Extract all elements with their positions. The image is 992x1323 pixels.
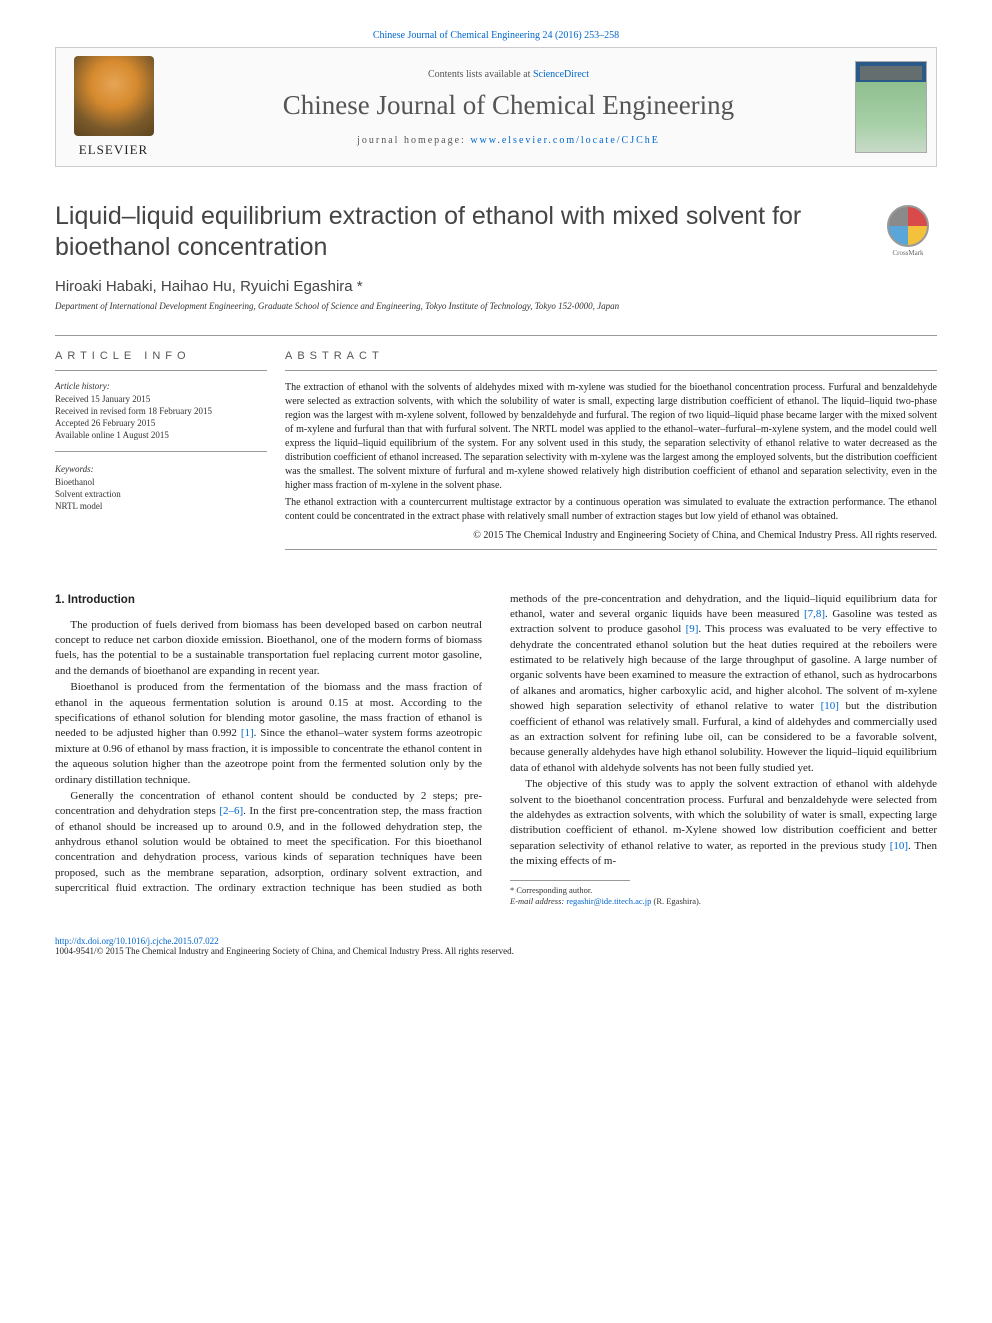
abstract-text: The extraction of ethanol with the solve…	[285, 381, 937, 524]
keyword-item: Solvent extraction	[55, 488, 267, 500]
publisher-logo: ELSEVIER	[56, 48, 171, 166]
top-citation: Chinese Journal of Chemical Engineering …	[55, 30, 937, 41]
corresponding-author-email-line: E-mail address: regashir@ide.titech.ac.j…	[510, 896, 937, 908]
citation-ref[interactable]: [10]	[821, 700, 839, 712]
abstract-heading: ABSTRACT	[285, 350, 937, 362]
citation-link[interactable]: Chinese Journal of Chemical Engineering …	[373, 30, 619, 41]
homepage-prefix: journal homepage:	[357, 135, 470, 146]
citation-ref[interactable]: [7,8]	[804, 608, 825, 620]
journal-name: Chinese Journal of Chemical Engineering	[283, 90, 734, 121]
contents-prefix: Contents lists available at	[428, 69, 533, 80]
body-para: Bioethanol is produced from the fermenta…	[55, 680, 482, 788]
article-body: 1. Introduction The production of fuels …	[55, 592, 937, 909]
abstract-para-2: The ethanol extraction with a countercur…	[285, 496, 937, 524]
journal-header: ELSEVIER Contents lists available at Sci…	[55, 47, 937, 167]
corresponding-author-label: * Corresponding author.	[510, 885, 937, 897]
body-text: The objective of this study was to apply…	[510, 778, 937, 852]
crossmark-widget[interactable]: CrossMark	[879, 205, 937, 257]
article-title: Liquid–liquid equilibrium extraction of …	[55, 201, 859, 264]
corresponding-author-email[interactable]: regashir@ide.titech.ac.jp	[566, 896, 651, 906]
issn-copyright-line: 1004-9541/© 2015 The Chemical Industry a…	[55, 946, 937, 956]
sciencedirect-link[interactable]: ScienceDirect	[533, 69, 589, 80]
author-affiliation: Department of International Development …	[55, 301, 937, 311]
crossmark-icon	[887, 205, 929, 247]
journal-homepage-line: journal homepage: www.elsevier.com/locat…	[357, 135, 660, 146]
citation-ref[interactable]: [1]	[241, 727, 254, 739]
history-heading: Article history:	[55, 381, 267, 391]
doi-line: http://dx.doi.org/10.1016/j.cjche.2015.0…	[55, 936, 937, 946]
contents-list-line: Contents lists available at ScienceDirec…	[428, 69, 589, 80]
history-online: Available online 1 August 2015	[55, 429, 267, 441]
keyword-item: NRTL model	[55, 500, 267, 512]
doi-link[interactable]: http://dx.doi.org/10.1016/j.cjche.2015.0…	[55, 936, 219, 946]
citation-ref[interactable]: [10]	[890, 840, 908, 852]
body-text: . This process was evaluated to be very …	[510, 623, 937, 712]
header-center: Contents lists available at ScienceDirec…	[171, 48, 846, 166]
author-list: Hiroaki Habaki, Haihao Hu, Ryuichi Egash…	[55, 278, 937, 295]
abstract-para-1: The extraction of ethanol with the solve…	[285, 381, 937, 493]
abstract-copyright: © 2015 The Chemical Industry and Enginee…	[285, 530, 937, 541]
footnote-separator	[510, 880, 630, 881]
citation-ref[interactable]: [9]	[686, 623, 699, 635]
journal-homepage-link[interactable]: www.elsevier.com/locate/CJChE	[470, 135, 660, 146]
journal-cover	[846, 48, 936, 166]
elsevier-tree-icon	[74, 56, 154, 136]
email-suffix: (R. Egashira).	[651, 896, 701, 906]
email-prefix: E-mail address:	[510, 896, 566, 906]
body-para: The production of fuels derived from bio…	[55, 618, 482, 680]
history-received: Received 15 January 2015	[55, 393, 267, 405]
body-para: The objective of this study was to apply…	[510, 777, 937, 869]
publisher-name: ELSEVIER	[79, 142, 148, 158]
history-revised: Received in revised form 18 February 201…	[55, 405, 267, 417]
article-info-heading: ARTICLE INFO	[55, 350, 267, 362]
section-heading-intro: 1. Introduction	[55, 592, 482, 608]
citation-ref[interactable]: [2–6]	[219, 805, 243, 817]
history-accepted: Accepted 26 February 2015	[55, 417, 267, 429]
crossmark-label: CrossMark	[892, 249, 923, 257]
journal-cover-thumbnail	[855, 61, 927, 153]
keywords-heading: Keywords:	[55, 464, 267, 474]
keyword-item: Bioethanol	[55, 476, 267, 488]
page-footer: http://dx.doi.org/10.1016/j.cjche.2015.0…	[55, 936, 937, 956]
